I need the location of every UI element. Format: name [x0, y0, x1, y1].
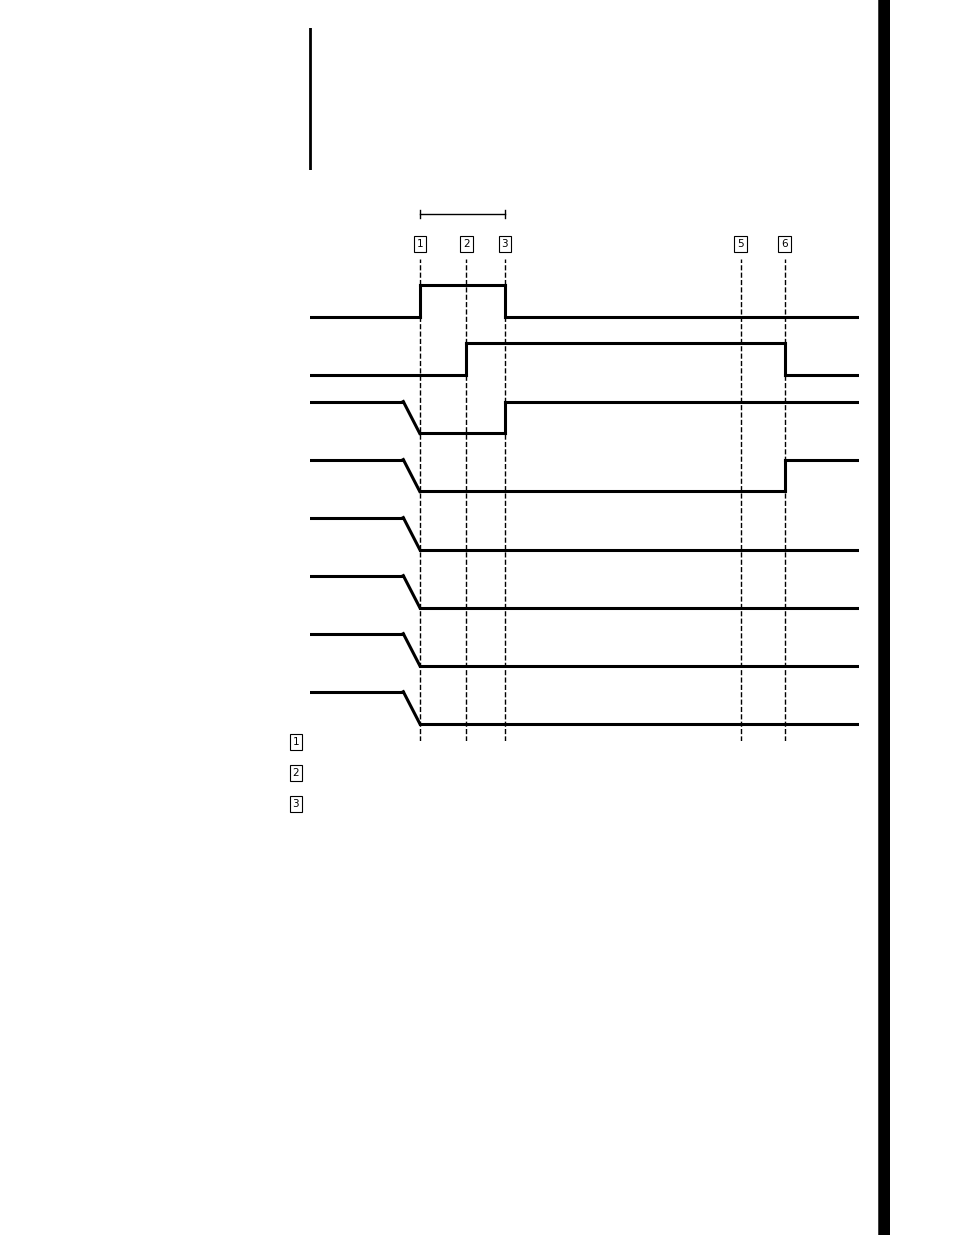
Text: 3: 3: [293, 799, 298, 809]
Text: Programming: Programming: [649, 53, 785, 70]
Text: 1: 1: [293, 737, 298, 747]
Text: 3: 3: [501, 240, 508, 249]
Text: 5: 5: [737, 240, 743, 249]
Text: 6: 6: [781, 240, 787, 249]
Text: 2: 2: [462, 240, 469, 249]
Text: 1: 1: [416, 240, 422, 249]
Text: 2: 2: [293, 768, 298, 778]
